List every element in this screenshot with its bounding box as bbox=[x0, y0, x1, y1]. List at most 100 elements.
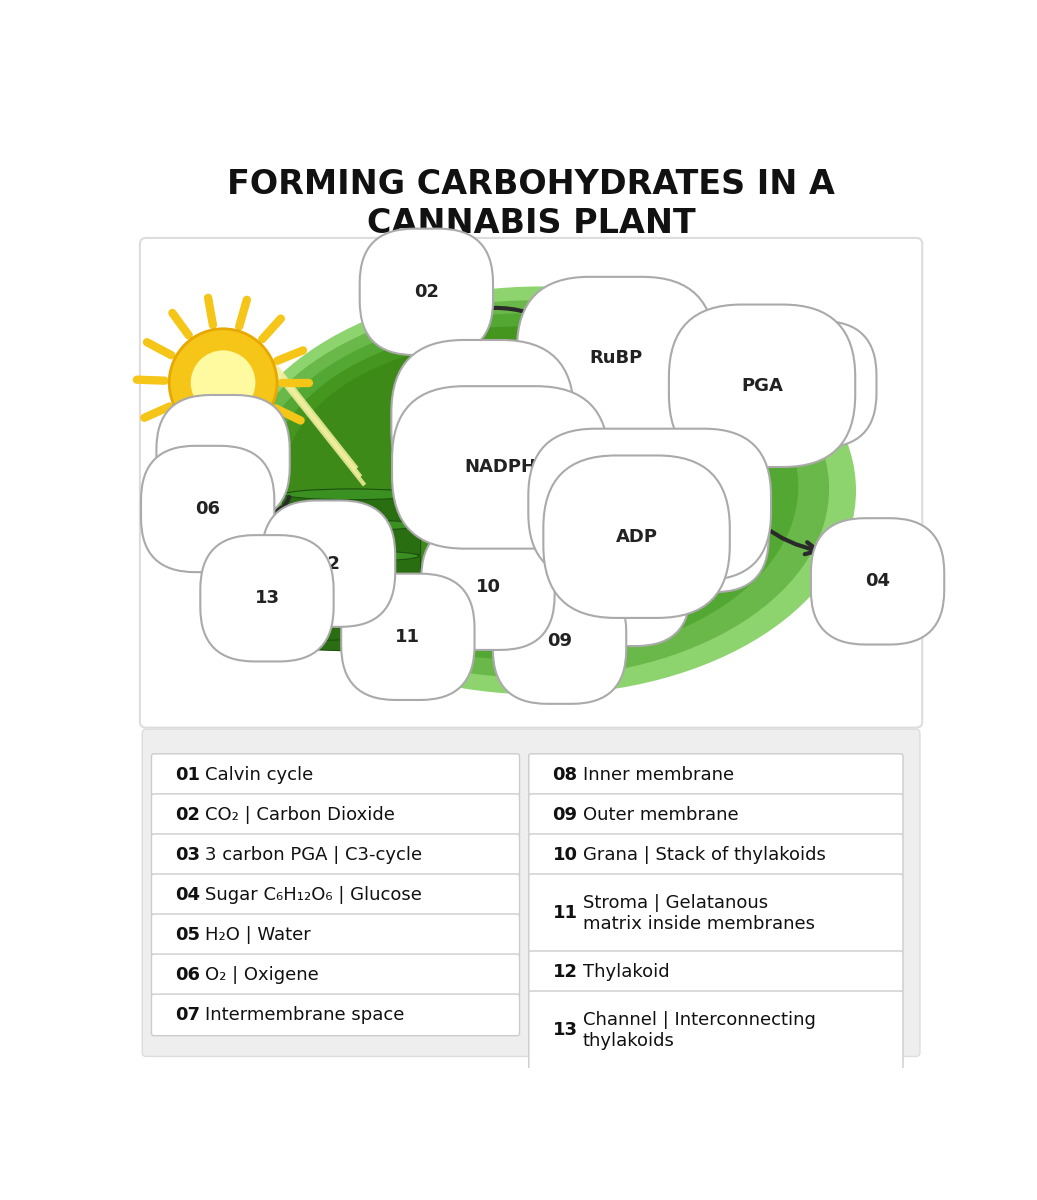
Text: 09: 09 bbox=[548, 631, 572, 649]
Text: Sugar C₆H₁₂O₆ | Glucose: Sugar C₆H₁₂O₆ | Glucose bbox=[205, 886, 422, 904]
Circle shape bbox=[466, 281, 493, 307]
Text: FORMING CARBOHYDRATES IN A
CANNABIS PLANT: FORMING CARBOHYDRATES IN A CANNABIS PLAN… bbox=[227, 168, 835, 240]
Text: Channel | Interconnecting
thylakoids: Channel | Interconnecting thylakoids bbox=[583, 1010, 815, 1050]
Text: 01: 01 bbox=[175, 766, 200, 784]
Text: NADPH: NADPH bbox=[465, 458, 536, 476]
FancyBboxPatch shape bbox=[529, 834, 903, 876]
Text: 04: 04 bbox=[865, 572, 890, 590]
Circle shape bbox=[844, 546, 866, 569]
Text: Inner membrane: Inner membrane bbox=[583, 766, 734, 784]
FancyBboxPatch shape bbox=[417, 601, 448, 625]
Ellipse shape bbox=[284, 551, 419, 562]
Ellipse shape bbox=[446, 547, 558, 558]
Text: 04: 04 bbox=[175, 886, 200, 904]
Text: 13: 13 bbox=[254, 589, 279, 607]
Ellipse shape bbox=[284, 581, 419, 592]
Text: 09: 09 bbox=[553, 805, 578, 823]
FancyBboxPatch shape bbox=[283, 493, 421, 523]
Circle shape bbox=[229, 499, 253, 522]
Circle shape bbox=[427, 281, 453, 307]
FancyBboxPatch shape bbox=[151, 874, 520, 916]
FancyBboxPatch shape bbox=[445, 581, 559, 612]
Circle shape bbox=[706, 371, 729, 395]
FancyBboxPatch shape bbox=[529, 991, 903, 1069]
Text: 05: 05 bbox=[211, 449, 235, 467]
Ellipse shape bbox=[236, 300, 829, 678]
Text: 10: 10 bbox=[553, 846, 578, 864]
FancyBboxPatch shape bbox=[283, 586, 421, 616]
Text: O₂ | Oxigene: O₂ | Oxigene bbox=[205, 966, 319, 984]
Circle shape bbox=[246, 499, 270, 522]
FancyBboxPatch shape bbox=[445, 612, 559, 643]
Circle shape bbox=[191, 350, 255, 415]
Text: 12: 12 bbox=[553, 962, 578, 980]
FancyBboxPatch shape bbox=[142, 730, 920, 1056]
Text: H₂O | Water: H₂O | Water bbox=[205, 925, 311, 943]
Text: ATP: ATP bbox=[464, 413, 502, 431]
Text: 08: 08 bbox=[553, 766, 578, 784]
FancyBboxPatch shape bbox=[529, 754, 903, 796]
Text: Outer membrane: Outer membrane bbox=[583, 805, 738, 823]
Text: 07: 07 bbox=[175, 1006, 200, 1024]
Circle shape bbox=[443, 277, 476, 311]
Ellipse shape bbox=[225, 287, 856, 695]
FancyBboxPatch shape bbox=[283, 523, 421, 554]
FancyBboxPatch shape bbox=[445, 551, 559, 581]
Text: 05: 05 bbox=[175, 925, 200, 943]
Text: Stroma | Gelatanous
matrix inside membranes: Stroma | Gelatanous matrix inside membra… bbox=[583, 894, 815, 932]
Circle shape bbox=[690, 371, 712, 395]
Text: RuBP: RuBP bbox=[589, 349, 642, 367]
Ellipse shape bbox=[252, 313, 798, 660]
Text: 11: 11 bbox=[553, 905, 578, 923]
Text: 11: 11 bbox=[395, 628, 420, 646]
FancyBboxPatch shape bbox=[529, 950, 903, 992]
Text: PGA: PGA bbox=[741, 377, 783, 395]
Text: 06: 06 bbox=[175, 966, 200, 984]
Circle shape bbox=[824, 546, 846, 569]
FancyBboxPatch shape bbox=[151, 794, 520, 835]
Ellipse shape bbox=[446, 608, 558, 619]
Ellipse shape bbox=[284, 612, 419, 623]
Ellipse shape bbox=[284, 640, 419, 650]
Text: 08: 08 bbox=[611, 574, 636, 592]
FancyBboxPatch shape bbox=[140, 238, 922, 727]
Text: Calvin cycle: Calvin cycle bbox=[205, 766, 313, 784]
Text: 01: 01 bbox=[630, 455, 655, 473]
Text: Intermembrane space: Intermembrane space bbox=[205, 1006, 404, 1024]
Text: Thylakoid: Thylakoid bbox=[583, 962, 669, 980]
Ellipse shape bbox=[282, 341, 736, 625]
Text: 3 carbon PGA | C3-cycle: 3 carbon PGA | C3-cycle bbox=[205, 846, 422, 864]
FancyBboxPatch shape bbox=[529, 874, 903, 953]
Text: 12: 12 bbox=[316, 554, 341, 572]
Circle shape bbox=[169, 329, 277, 437]
Text: ADP: ADP bbox=[616, 528, 657, 546]
Circle shape bbox=[246, 456, 265, 476]
Text: 02: 02 bbox=[414, 283, 439, 301]
Circle shape bbox=[853, 559, 872, 578]
Text: Grana | Stack of thylakoids: Grana | Stack of thylakoids bbox=[583, 846, 825, 864]
Ellipse shape bbox=[284, 520, 419, 530]
Circle shape bbox=[269, 456, 288, 476]
FancyBboxPatch shape bbox=[445, 520, 559, 551]
FancyBboxPatch shape bbox=[283, 616, 421, 647]
Ellipse shape bbox=[446, 516, 558, 527]
Ellipse shape bbox=[267, 326, 767, 642]
Circle shape bbox=[586, 342, 614, 370]
FancyBboxPatch shape bbox=[283, 554, 421, 586]
FancyBboxPatch shape bbox=[151, 994, 520, 1036]
FancyBboxPatch shape bbox=[529, 794, 903, 835]
Circle shape bbox=[567, 342, 594, 370]
Text: 02: 02 bbox=[175, 805, 200, 823]
Circle shape bbox=[834, 559, 860, 586]
Circle shape bbox=[254, 434, 280, 461]
Circle shape bbox=[722, 371, 746, 395]
Text: 13: 13 bbox=[553, 1021, 578, 1039]
FancyBboxPatch shape bbox=[151, 754, 520, 796]
Text: 03: 03 bbox=[797, 376, 822, 394]
Text: 06: 06 bbox=[195, 500, 220, 518]
FancyBboxPatch shape bbox=[151, 914, 520, 955]
Text: NADP⁺ + H⁺: NADP⁺ + H⁺ bbox=[595, 496, 704, 514]
Text: 10: 10 bbox=[475, 577, 501, 595]
Text: CO₂ | Carbon Dioxide: CO₂ | Carbon Dioxide bbox=[205, 805, 395, 823]
Ellipse shape bbox=[446, 577, 558, 588]
